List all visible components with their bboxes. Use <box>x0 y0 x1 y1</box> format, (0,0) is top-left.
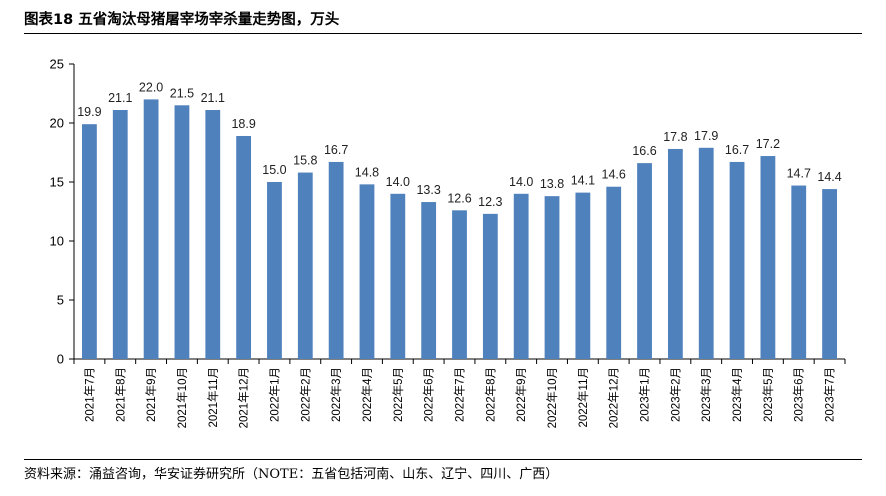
x-tick-label: 2021年8月 <box>113 367 127 422</box>
data-label: 14.0 <box>509 175 533 189</box>
x-tick-label: 2022年6月 <box>422 367 436 422</box>
y-tick-label: 20 <box>50 116 64 131</box>
bar-series <box>82 99 837 360</box>
data-label: 14.7 <box>787 167 811 181</box>
y-tick-label: 5 <box>57 293 64 308</box>
bar <box>205 110 221 360</box>
data-label: 14.8 <box>355 165 379 179</box>
y-tick-label: 25 <box>50 57 64 72</box>
x-tick-label: 2022年10月 <box>545 367 559 428</box>
bar <box>421 202 437 359</box>
data-label: 17.8 <box>663 130 687 144</box>
data-label: 17.2 <box>756 137 780 151</box>
data-label: 12.6 <box>447 191 471 205</box>
bar <box>729 161 745 359</box>
x-tick-label: 2023年4月 <box>730 367 744 422</box>
y-axis: 0 5 10 15 20 25 <box>50 57 75 367</box>
bar <box>82 124 97 360</box>
y-tick-label: 10 <box>50 234 64 249</box>
data-label: 15.0 <box>262 163 286 177</box>
data-label: 13.8 <box>540 177 564 191</box>
x-tick-label: 2022年9月 <box>514 367 528 422</box>
data-label: 14.0 <box>386 175 410 189</box>
data-label: 17.9 <box>694 129 718 143</box>
title-divider <box>24 33 862 34</box>
bar <box>822 189 837 359</box>
bar <box>174 105 190 359</box>
data-label: 12.3 <box>478 195 502 209</box>
data-labels: 19.9 21.1 22.0 21.5 21.1 18.9 15.0 15.8 16.7 14.8… <box>77 80 842 208</box>
bar <box>236 135 252 359</box>
data-label: 22.0 <box>139 80 163 94</box>
source-note: 资料来源：涌益咨询，华安证券研究所（NOTE：五省包括河南、山东、辽宁、四川、广… <box>24 467 559 482</box>
data-label: 19.9 <box>77 105 101 119</box>
footer-divider <box>24 459 862 460</box>
chart-title: 图表18 五省淘汰母猪屠宰场宰杀量走势图，万头 <box>24 12 340 28</box>
x-tick-label: 2022年11月 <box>576 367 590 428</box>
bar <box>452 210 467 359</box>
data-label: 16.6 <box>632 144 656 158</box>
bar <box>297 172 313 359</box>
x-tick-label: 2022年8月 <box>483 367 497 422</box>
y-tick-label: 15 <box>50 175 64 190</box>
data-label: 18.9 <box>231 117 255 131</box>
x-tick-label: 2021年10月 <box>175 367 189 428</box>
bar <box>544 196 560 359</box>
x-tick-label: 2021年7月 <box>82 367 96 422</box>
bar <box>698 147 714 359</box>
x-tick-label: 2023年7月 <box>823 367 837 422</box>
x-tick-label: 2023年3月 <box>699 367 713 422</box>
bar <box>112 110 128 360</box>
bar <box>637 163 652 359</box>
bar <box>513 193 529 359</box>
bar <box>267 182 282 359</box>
bar-chart: 0 5 10 15 20 25 2021年7月 2021年8月 2021年9月 2021年10月… <box>50 57 846 428</box>
bar <box>606 186 622 359</box>
bar <box>390 193 406 359</box>
data-label: 16.7 <box>324 143 348 157</box>
x-tick-label: 2022年2月 <box>298 367 312 422</box>
x-tick-label: 2023年5月 <box>761 367 775 422</box>
bar <box>760 156 776 359</box>
y-tick-label: 0 <box>57 352 64 367</box>
data-label: 21.1 <box>201 91 225 105</box>
x-tick-label: 2022年7月 <box>453 367 467 422</box>
x-tick-label: 2021年11月 <box>206 367 220 428</box>
x-tick-label: 2022年12月 <box>607 367 621 428</box>
data-label: 14.6 <box>602 168 626 182</box>
data-label: 15.8 <box>293 154 317 168</box>
x-tick-label: 2023年1月 <box>638 367 652 422</box>
x-tick-label: 2022年4月 <box>360 367 374 422</box>
x-tick-label: 2023年2月 <box>668 367 682 422</box>
x-tick-label: 2022年5月 <box>391 367 405 422</box>
data-label: 14.1 <box>571 174 595 188</box>
x-tick-label: 2021年9月 <box>144 367 158 422</box>
bar <box>328 161 344 359</box>
data-label: 21.1 <box>108 91 132 105</box>
x-tick-label: 2022年3月 <box>329 367 343 422</box>
x-tick-label: 2023年6月 <box>792 367 806 422</box>
bar <box>482 213 498 359</box>
data-label: 13.3 <box>416 183 440 197</box>
x-tick-label: 2022年1月 <box>267 367 281 422</box>
bar <box>575 192 591 359</box>
bar <box>359 184 375 359</box>
bar <box>667 148 683 359</box>
x-tick-label: 2021年12月 <box>237 367 251 428</box>
data-label: 16.7 <box>725 143 749 157</box>
data-label: 21.5 <box>170 86 194 100</box>
x-axis: 2021年7月 2021年8月 2021年9月 2021年10月 2021年11月 202… <box>73 358 846 428</box>
data-label: 14.4 <box>817 170 841 184</box>
bar <box>791 185 807 359</box>
bar <box>143 99 159 360</box>
